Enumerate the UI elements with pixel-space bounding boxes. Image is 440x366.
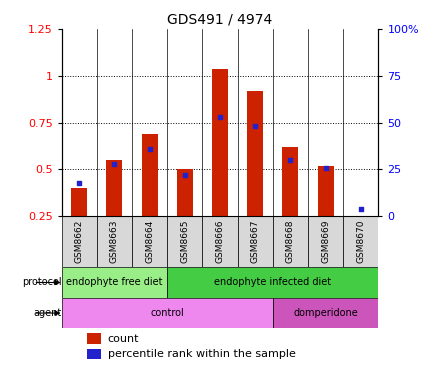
Point <box>252 124 259 130</box>
Bar <box>62 267 167 298</box>
Bar <box>212 68 228 216</box>
Text: GSM8669: GSM8669 <box>321 220 330 264</box>
Point <box>76 180 83 186</box>
Bar <box>87 333 101 344</box>
Point <box>322 165 329 171</box>
Bar <box>282 147 298 216</box>
Text: GSM8662: GSM8662 <box>75 220 84 264</box>
Bar <box>142 134 158 216</box>
Bar <box>132 216 167 267</box>
Bar <box>318 166 334 216</box>
Point <box>357 206 364 212</box>
Text: count: count <box>107 333 139 344</box>
Bar <box>97 216 132 267</box>
Text: endophyte free diet: endophyte free diet <box>66 277 163 287</box>
Bar <box>308 216 343 267</box>
Text: endophyte infected diet: endophyte infected diet <box>214 277 331 287</box>
Bar <box>343 216 378 267</box>
Bar <box>177 169 193 216</box>
Point <box>111 161 118 167</box>
Bar <box>238 216 273 267</box>
Text: percentile rank within the sample: percentile rank within the sample <box>107 349 295 359</box>
Point <box>181 172 188 178</box>
Point <box>146 146 153 152</box>
Text: GSM8668: GSM8668 <box>286 220 295 264</box>
Bar <box>273 216 308 267</box>
Text: protocol: protocol <box>22 277 62 287</box>
Bar <box>273 298 378 328</box>
Bar <box>71 188 87 216</box>
Bar <box>62 216 97 267</box>
Bar <box>202 216 238 267</box>
Title: GDS491 / 4974: GDS491 / 4974 <box>167 13 273 27</box>
Bar <box>87 349 101 359</box>
Bar <box>106 160 122 216</box>
Bar <box>167 267 378 298</box>
Text: GSM8667: GSM8667 <box>251 220 260 264</box>
Text: control: control <box>150 308 184 318</box>
Text: GSM8665: GSM8665 <box>180 220 189 264</box>
Bar <box>167 216 202 267</box>
Text: agent: agent <box>33 308 62 318</box>
Bar <box>62 298 273 328</box>
Text: GSM8663: GSM8663 <box>110 220 119 264</box>
Text: domperidone: domperidone <box>293 308 358 318</box>
Point <box>216 114 224 120</box>
Point <box>287 157 294 163</box>
Text: GSM8664: GSM8664 <box>145 220 154 264</box>
Text: GSM8670: GSM8670 <box>356 220 365 264</box>
Text: GSM8666: GSM8666 <box>216 220 224 264</box>
Bar <box>247 91 263 216</box>
